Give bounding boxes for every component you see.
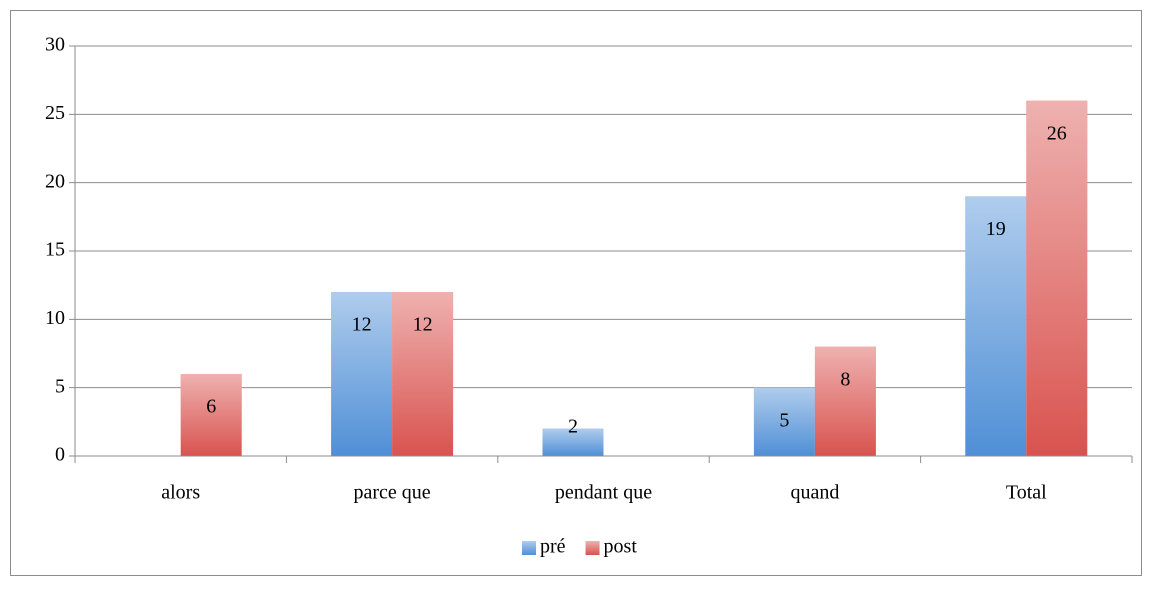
y-tick-label: 10 [45, 307, 65, 329]
legend-swatch-shine [585, 541, 600, 555]
x-tick-label: Total [1006, 482, 1047, 504]
data-label: 12 [413, 314, 433, 336]
y-tick-label: 20 [45, 170, 65, 192]
data-label: 5 [779, 409, 789, 431]
bar-shine [392, 292, 454, 456]
bar-shine [965, 196, 1027, 457]
bar-shine [180, 374, 242, 456]
y-tick-label: 5 [55, 375, 65, 397]
legend-label: pré [540, 536, 566, 558]
data-label: 2 [568, 415, 578, 437]
bar-shine [814, 346, 876, 456]
legend-label: post [604, 536, 638, 558]
data-label: 19 [986, 218, 1006, 240]
bar-shine [753, 387, 815, 456]
legend-swatch-shine [522, 541, 536, 555]
y-tick-label: 0 [55, 444, 65, 466]
x-tick-label: alors [161, 482, 200, 504]
x-tick-label: pendant que [555, 482, 652, 504]
data-label: 8 [840, 368, 850, 390]
y-tick-label: 15 [45, 239, 65, 261]
x-tick-label: parce que [354, 482, 431, 504]
data-label: 26 [1047, 122, 1067, 144]
data-label: 12 [352, 314, 372, 336]
x-tick-label: quand [790, 482, 839, 504]
chart-frame [10, 10, 1142, 576]
bar-shine [331, 292, 393, 456]
y-tick-label: 25 [45, 102, 65, 124]
bar-shine [1026, 100, 1088, 457]
y-tick-label: 30 [45, 34, 65, 56]
data-label: 6 [206, 396, 216, 418]
bar-shine [542, 428, 604, 456]
